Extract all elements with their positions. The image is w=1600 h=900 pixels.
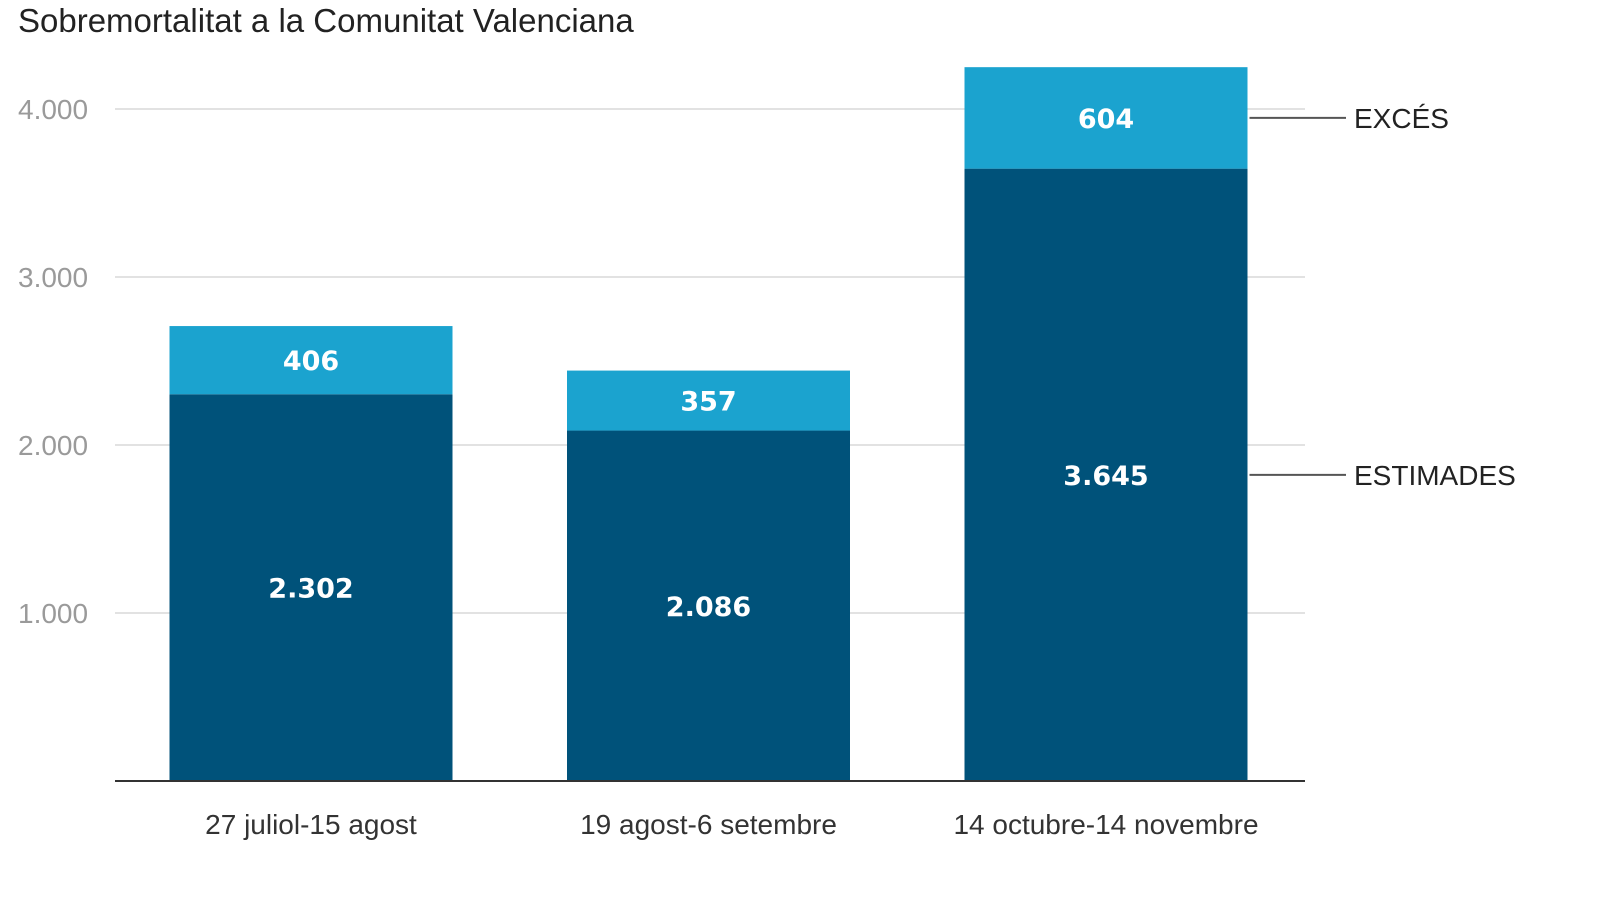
data-label-estimades: 3.645 — [1063, 461, 1148, 492]
y-tick-label: 1.000 — [18, 598, 88, 629]
bar-estimades — [169, 394, 453, 781]
bar-exces — [964, 67, 1248, 169]
bar-exces — [567, 370, 850, 431]
data-label-exces: 406 — [283, 346, 339, 377]
data-label-estimades: 2.302 — [268, 574, 353, 605]
data-label-exces: 604 — [1078, 104, 1134, 135]
y-tick-label: 4.000 — [18, 94, 88, 125]
bar-estimades — [964, 168, 1248, 781]
x-category-label: 19 agost-6 setembre — [580, 809, 837, 840]
chart-title: Sobremortalitat a la Comunitat Valencian… — [18, 2, 634, 39]
y-tick-label: 2.000 — [18, 430, 88, 461]
x-category-label: 27 juliol-15 agost — [205, 809, 417, 840]
x-category-label: 14 octubre-14 novembre — [953, 809, 1258, 840]
series-label-exces: EXCÉS — [1354, 103, 1449, 134]
data-label-exces: 357 — [680, 387, 736, 418]
bar-estimades — [567, 430, 850, 781]
bar-exces — [169, 326, 453, 395]
data-label-estimades: 2.086 — [666, 592, 751, 623]
y-tick-label: 3.000 — [18, 262, 88, 293]
series-label-estimades: ESTIMADES — [1354, 460, 1516, 491]
